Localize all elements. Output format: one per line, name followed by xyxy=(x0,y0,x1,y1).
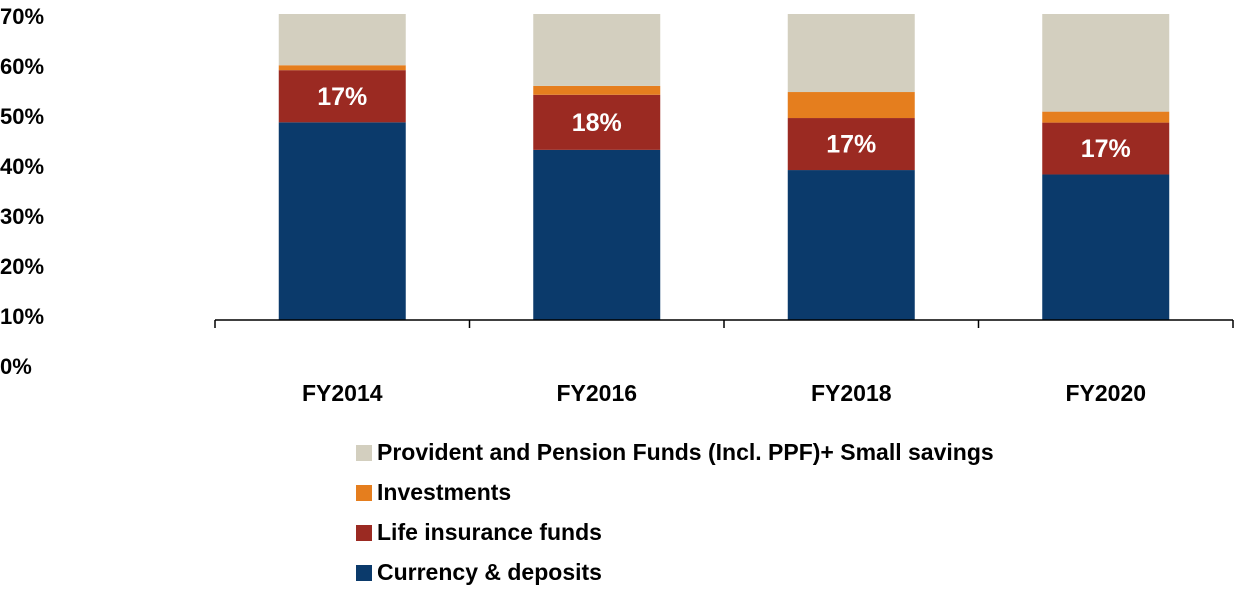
y-tick-label: 30% xyxy=(0,204,44,229)
bar-segment xyxy=(1042,174,1170,320)
bar-segment xyxy=(278,14,406,66)
y-tick-label: 0% xyxy=(0,354,32,379)
legend-swatch xyxy=(356,485,372,501)
bar-segment xyxy=(1042,122,1170,175)
bar-segment xyxy=(787,170,915,320)
bar-segment xyxy=(278,65,406,71)
legend-label: Currency & deposits xyxy=(377,559,602,585)
legend-swatch xyxy=(356,565,372,581)
bar-segment xyxy=(278,122,406,321)
data-label: 17% xyxy=(826,131,876,159)
x-tick-label: FY2020 xyxy=(1065,380,1146,406)
x-tick-label: FY2016 xyxy=(556,380,637,406)
y-tick-label: 60% xyxy=(0,54,44,79)
bar-segment xyxy=(533,94,661,150)
y-tick-label: 20% xyxy=(0,254,44,279)
bar-segment xyxy=(1042,111,1170,123)
x-tick-label: FY2018 xyxy=(811,380,892,406)
bar-segment xyxy=(787,92,915,119)
data-label: 17% xyxy=(317,83,367,111)
y-tick-label: 10% xyxy=(0,304,44,329)
bar-segment xyxy=(533,85,661,95)
legend-label: Life insurance funds xyxy=(377,519,602,545)
data-label: 18% xyxy=(572,109,622,137)
bar-segment xyxy=(278,70,406,123)
legend-swatch xyxy=(356,525,372,541)
legend-label: Provident and Pension Funds (Incl. PPF)+… xyxy=(377,439,994,465)
bar-segment xyxy=(1042,14,1170,112)
bar-segment xyxy=(533,14,661,86)
bar-segment xyxy=(787,118,915,171)
y-tick-label: 40% xyxy=(0,154,44,179)
bar-segment xyxy=(787,14,915,93)
data-label: 17% xyxy=(1081,135,1131,163)
y-tick-label: 50% xyxy=(0,104,44,129)
legend-label: Investments xyxy=(377,479,511,505)
y-tick-label: 70% xyxy=(0,4,44,29)
legend-swatch xyxy=(356,445,372,461)
x-tick-label: FY2014 xyxy=(302,380,383,406)
bar-segment xyxy=(533,149,661,320)
